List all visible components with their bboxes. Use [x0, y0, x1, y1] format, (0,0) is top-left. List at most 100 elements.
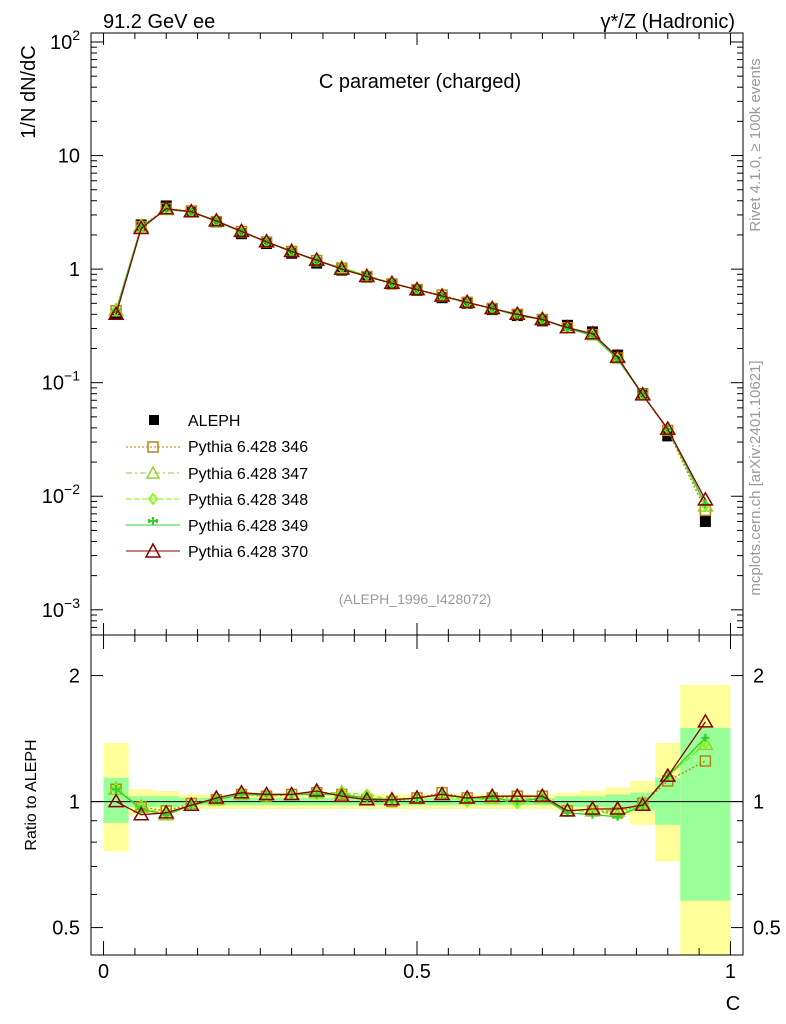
legend-marker-349 — [148, 517, 158, 525]
ratio-point-p370 — [258, 785, 275, 801]
point-p370 — [333, 260, 351, 275]
point-p370 — [458, 293, 476, 309]
ratio-bands — [103, 684, 731, 955]
ratio-y-tick-label: 1 — [69, 792, 80, 814]
uncertainty-band-inner — [680, 727, 731, 901]
legend-item-348: Pythia 6.428 348 — [126, 492, 308, 509]
ratio-point-p370 — [609, 800, 626, 815]
data-point-aleph — [612, 349, 624, 361]
ratio-point-p370 — [483, 787, 501, 802]
point-p370 — [258, 233, 275, 248]
main-series-group — [107, 200, 714, 527]
ratio-point-p370 — [208, 789, 225, 804]
ratio-point-p370 — [308, 782, 325, 797]
ratio-point-p370 — [458, 789, 476, 804]
legend-marker-aleph — [149, 415, 159, 425]
legend-item-aleph: ALEPH — [149, 413, 240, 430]
ratio-point-p370 — [408, 789, 426, 804]
main-y-tick-label: 10−1 — [42, 368, 80, 395]
point-p370 — [183, 203, 200, 218]
point-p370 — [509, 305, 526, 321]
legend: ALEPH Pythia 6.428 346 Pythia 6.428 347 … — [126, 413, 308, 561]
ratio-point-p370 — [433, 785, 451, 801]
point-p370 — [634, 386, 651, 401]
point-p370 — [408, 281, 426, 296]
ratio-x-tick-labels: 0 0.5 1 — [98, 961, 736, 983]
ratio-point-p370 — [634, 796, 651, 811]
ratio-point-p370 — [132, 806, 150, 821]
x-tick-label: 1 — [725, 961, 736, 983]
header-left: 91.2 GeV ee — [103, 11, 215, 33]
ratio-point-p348 — [462, 795, 473, 808]
legend-label-aleph: ALEPH — [188, 413, 240, 430]
point-p348 — [161, 203, 172, 216]
ratio-point-p370 — [283, 785, 300, 801]
point-p370 — [383, 274, 401, 290]
point-p370 — [559, 319, 576, 334]
ratio-point-p370 — [584, 800, 601, 815]
point-p370 — [659, 420, 677, 435]
point-p370 — [534, 311, 551, 326]
ratio-point-p370 — [559, 802, 576, 817]
point-p370 — [584, 325, 601, 340]
ratio-point-p370 — [534, 787, 551, 802]
legend-marker-346 — [147, 441, 159, 453]
legend-marker-348 — [148, 492, 158, 506]
ratio-point-p370 — [233, 784, 250, 799]
point-p370 — [132, 219, 150, 235]
point-p370 — [433, 287, 451, 302]
legend-label-346: Pythia 6.428 346 — [188, 439, 308, 456]
ratio-point-p349 — [112, 785, 121, 794]
main-y-tick-label: 10 — [58, 146, 80, 168]
ratio-y-tick-label-right: 0.5 — [753, 918, 781, 940]
legend-label-349: Pythia 6.428 349 — [188, 518, 308, 535]
point-p370 — [233, 222, 250, 238]
mcplots-label: mcplots.cern.ch [arXiv:2401.10621] — [747, 360, 764, 595]
main-panel: 102 10 1 10−1 10−2 10−3 — [42, 27, 744, 636]
ratio-panel: 2 21 10.5 0.5 0 0.5 1 — [52, 634, 781, 983]
ratio-y-tick-label-right: 1 — [753, 792, 764, 814]
ratio-point-p370 — [157, 804, 175, 819]
main-ticks — [91, 33, 743, 636]
legend-label-370: Pythia 6.428 370 — [188, 544, 308, 561]
point-p370 — [609, 348, 626, 363]
analysis-id: (ALEPH_1996_I428072) — [339, 591, 492, 607]
legend-marker-370 — [144, 542, 162, 558]
point-p370 — [697, 491, 714, 506]
rivet-label: Rivet 4.1.0, ≥ 100k events — [747, 58, 764, 231]
ratio-point-p349 — [588, 810, 597, 819]
legend-item-346: Pythia 6.428 346 — [126, 439, 308, 456]
legend-item-349: Pythia 6.428 349 — [126, 517, 308, 535]
main-y-tick-label: 102 — [50, 27, 80, 54]
ratio-point-p370 — [697, 713, 714, 728]
legend-label-347: Pythia 6.428 347 — [188, 466, 308, 483]
ratio-point-p370 — [659, 767, 677, 782]
series-line-p370 — [115, 208, 706, 501]
legend-item-370: Pythia 6.428 370 — [126, 542, 308, 561]
point-p370 — [157, 200, 175, 215]
main-y-tick-label: 10−2 — [42, 481, 80, 508]
x-tick-label: 0.5 — [403, 961, 431, 983]
ratio-point-p370 — [107, 793, 125, 808]
point-p370 — [483, 300, 501, 315]
ratio-frame — [90, 634, 744, 956]
main-y-tick-label: 1 — [69, 259, 80, 281]
ratio-point-p370 — [383, 791, 401, 806]
ratio-y-tick-labels: 2 2 1 1 0.5 0.5 — [52, 666, 781, 940]
x-tick-label: 0 — [98, 961, 109, 983]
ratio-y-tick-label: 0.5 — [52, 918, 80, 940]
ratio-ticks — [91, 635, 743, 955]
y-axis-title: 1/N dN/dC — [18, 45, 40, 138]
point-p348 — [111, 304, 122, 317]
ratio-series-group — [107, 713, 714, 821]
ratio-point-p370 — [333, 787, 351, 802]
ratio-point-p370 — [509, 787, 526, 802]
point-p370 — [308, 251, 325, 266]
chart-title: C parameter (charged) — [319, 71, 521, 93]
x-axis-title: C — [726, 993, 740, 1015]
point-p370 — [107, 305, 125, 321]
point-p370 — [283, 242, 300, 258]
main-y-tick-label: 10−3 — [42, 595, 80, 622]
ratio-line-p346 — [115, 760, 706, 814]
